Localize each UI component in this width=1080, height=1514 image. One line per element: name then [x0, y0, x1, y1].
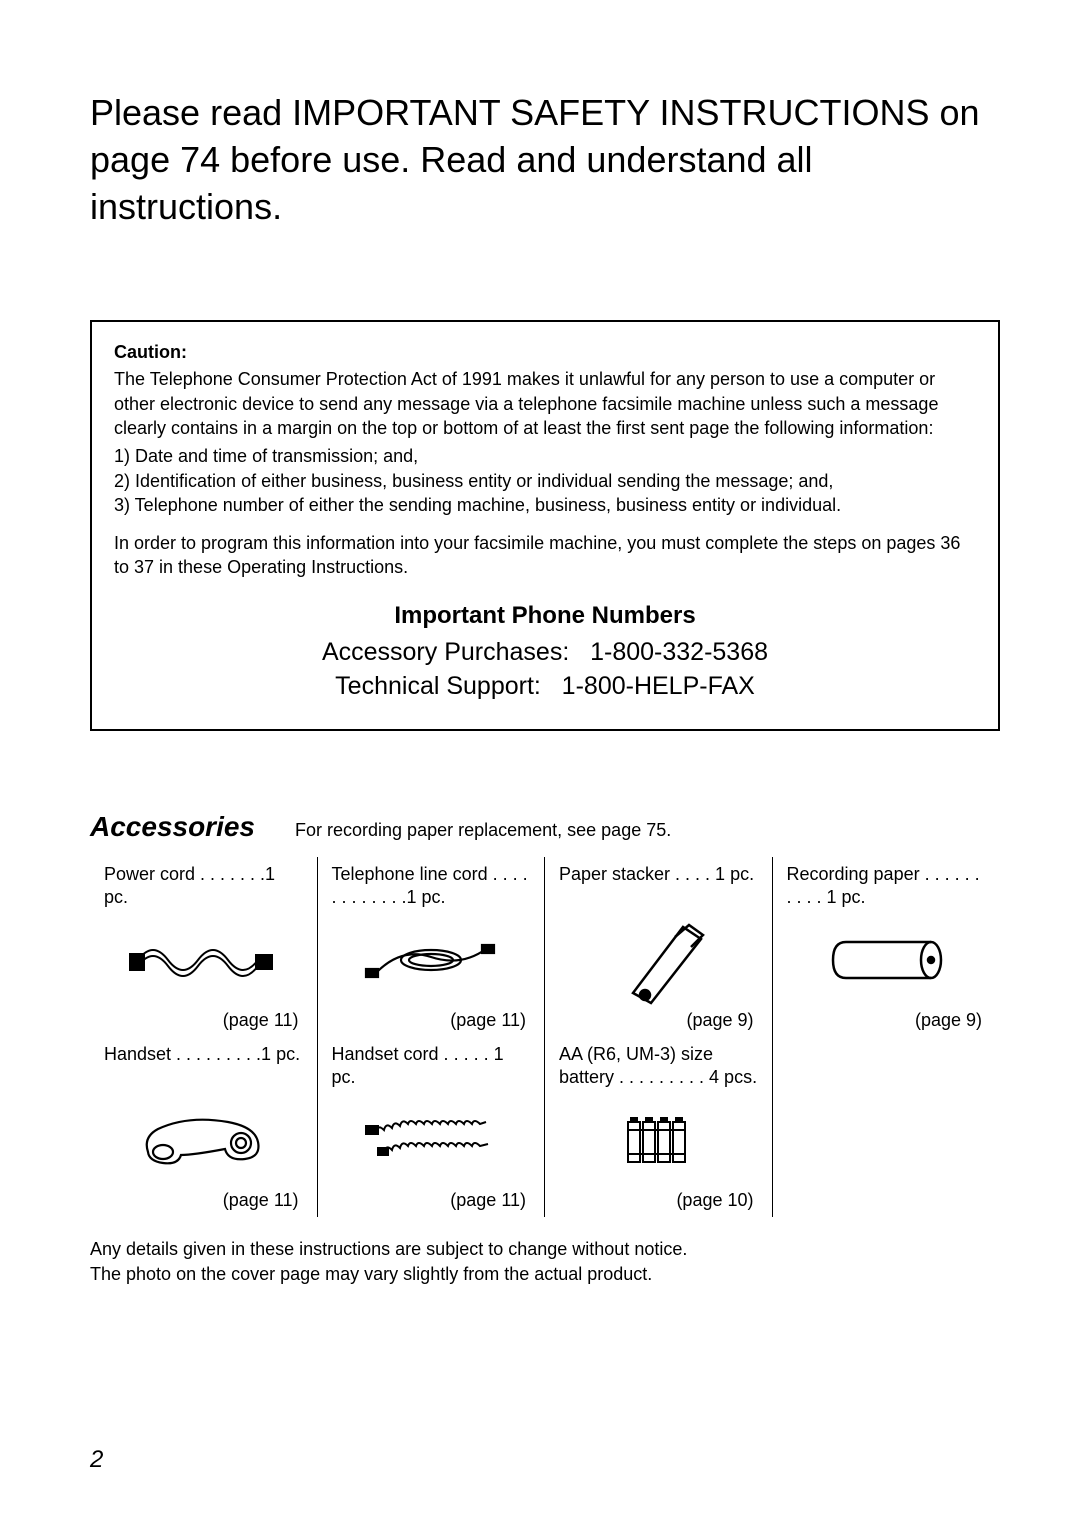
accessories-subtitle: For recording paper replacement, see pag… — [295, 820, 671, 841]
accessories-header: Accessories For recording paper replacem… — [90, 811, 1000, 843]
caution-item-1: 1) Date and time of transmission; and, — [114, 444, 976, 468]
accessory-label: Telephone line cord . . . . . . . . . . … — [332, 863, 531, 909]
accessory-label: Paper stacker . . . . 1 pc. — [559, 863, 758, 909]
accessory-pageref: (page 10) — [559, 1190, 758, 1211]
caution-heading: Caution: — [114, 342, 976, 363]
disclaimer: Any details given in these instructions … — [90, 1237, 1000, 1286]
caution-box: Caution: The Telephone Consumer Protecti… — [90, 320, 1000, 731]
phone-numbers-heading: Important Phone Numbers — [114, 602, 976, 630]
accessory-pageref: (page 11) — [332, 1190, 531, 1211]
accessory-telephone-line-cord: Telephone line cord . . . . . . . . . . … — [318, 857, 546, 1037]
accessories-grid: Power cord . . . . . . .1 pc. (page 11) … — [90, 857, 1000, 1217]
telephone-line-cord-icon — [332, 909, 531, 1010]
accessory-pageref: (page 9) — [559, 1010, 758, 1031]
caution-paragraph-1: The Telephone Consumer Protection Act of… — [114, 367, 976, 440]
accessory-pageref: (page 11) — [104, 1190, 303, 1211]
phone-technical-support: Technical Support: 1-800-HELP-FAX — [114, 670, 976, 704]
accessory-label: Recording paper . . . . . . . . . . 1 pc… — [787, 863, 987, 909]
caution-paragraph-2: In order to program this information int… — [114, 531, 976, 580]
caution-item-3: 3) Telephone number of either the sendin… — [114, 493, 976, 517]
phone-accessory-purchases: Accessory Purchases: 1-800-332-5368 — [114, 636, 976, 670]
disclaimer-line-2: The photo on the cover page may vary sli… — [90, 1262, 1000, 1286]
accessory-label: Handset . . . . . . . . .1 pc. — [104, 1043, 303, 1089]
accessory-paper-stacker: Paper stacker . . . . 1 pc. (page 9) — [545, 857, 773, 1037]
accessory-power-cord: Power cord . . . . . . .1 pc. (page 11) — [90, 857, 318, 1037]
accessory-label: Power cord . . . . . . .1 pc. — [104, 863, 303, 909]
handset-icon — [104, 1089, 303, 1190]
accessory-label: Handset cord . . . . . 1 pc. — [332, 1043, 531, 1089]
accessory-pageref: (page 9) — [787, 1010, 987, 1031]
accessory-batteries: AA (R6, UM-3) size battery . . . . . . .… — [545, 1037, 773, 1217]
handset-cord-icon — [332, 1089, 531, 1190]
page-title: Please read IMPORTANT SAFETY INSTRUCTION… — [90, 90, 1000, 230]
accessory-pageref: (page 11) — [332, 1010, 531, 1031]
accessory-empty — [773, 1037, 1001, 1217]
paper-stacker-icon — [559, 909, 758, 1010]
recording-paper-icon — [787, 909, 987, 1010]
accessory-handset-cord: Handset cord . . . . . 1 pc. (page 11) — [318, 1037, 546, 1217]
accessory-pageref: (page 11) — [104, 1010, 303, 1031]
accessory-label: AA (R6, UM-3) size battery . . . . . . .… — [559, 1043, 758, 1089]
batteries-icon — [559, 1089, 758, 1190]
disclaimer-line-1: Any details given in these instructions … — [90, 1237, 1000, 1261]
caution-item-2: 2) Identification of either business, bu… — [114, 469, 976, 493]
page-number: 2 — [90, 1446, 103, 1474]
accessory-handset: Handset . . . . . . . . .1 pc. (page 11) — [90, 1037, 318, 1217]
caution-list: 1) Date and time of transmission; and, 2… — [114, 444, 976, 517]
power-cord-icon — [104, 909, 303, 1010]
accessory-recording-paper: Recording paper . . . . . . . . . . 1 pc… — [773, 857, 1001, 1037]
accessories-title: Accessories — [90, 811, 255, 843]
